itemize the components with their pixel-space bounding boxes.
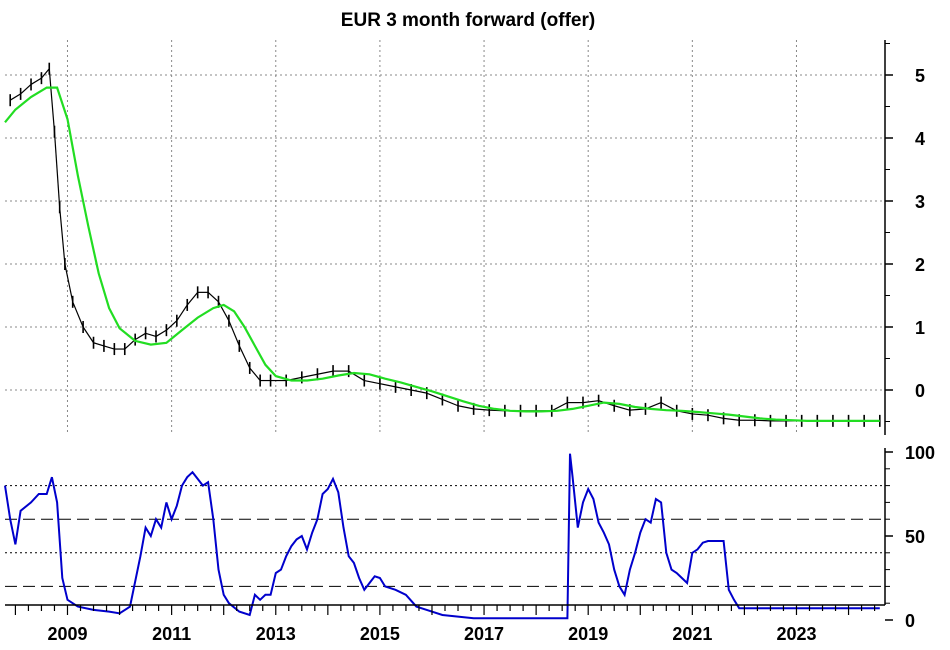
price-bar-link [48, 68, 56, 132]
price-bar-link [457, 405, 474, 410]
x-tick-label: 2023 [776, 624, 816, 644]
y-tick-label: 0 [905, 611, 915, 631]
price-bar-link [238, 345, 251, 369]
x-tick-label: 2015 [360, 624, 400, 644]
x-tick-label: 2011 [152, 624, 191, 644]
price-bar-link [155, 329, 167, 337]
price-bar-link [692, 413, 709, 416]
moving-average-line [4, 86, 880, 422]
price-bar-link [754, 419, 771, 422]
x-tick-label: 2009 [47, 624, 87, 644]
y-tick-label: 5 [915, 66, 925, 86]
price-bar-link [473, 408, 490, 411]
price-bar-link [395, 386, 412, 391]
price-bar-link [124, 339, 136, 350]
price-bar-link [249, 367, 261, 381]
x-tick-label: 2017 [464, 624, 504, 644]
price-bar-link [411, 389, 427, 394]
y-tick-label: 3 [915, 192, 925, 212]
y-tick-label: 4 [915, 129, 925, 149]
price-bar-link [317, 370, 334, 375]
price-bar-link [442, 398, 459, 407]
price-bar-link [629, 408, 646, 411]
y-tick-label: 1 [915, 318, 925, 338]
price-bar-link [707, 414, 724, 419]
price-bar-link [176, 304, 188, 322]
price-bar-link [20, 84, 32, 95]
price-bar-link [9, 93, 21, 101]
x-tick-label: 2013 [256, 624, 296, 644]
oscillator-panel: 0 50 100 [4, 443, 935, 631]
chart-title: EUR 3 month forward (offer) [341, 10, 595, 31]
price-bar-link [30, 77, 42, 85]
price-bar-link [228, 320, 240, 347]
price-bar-link [103, 345, 115, 350]
price-bar-link [53, 131, 61, 208]
x-tick-label: 2021 [672, 624, 712, 644]
x-axis: 2009 2011 2013 2015 2017 2019 2021 2023 [5, 604, 885, 644]
price-bar-link [614, 405, 631, 411]
y-tick-label: 50 [905, 527, 925, 547]
y-tick-label: 2 [915, 255, 925, 275]
price-panel: 0 1 2 3 4 5 [4, 40, 925, 435]
price-bar-link [551, 402, 568, 412]
price-bar-link [364, 379, 381, 385]
price-bar-link [186, 291, 199, 306]
price-bar-link [723, 417, 740, 421]
price-bar-link [426, 392, 443, 401]
price-bar-link [64, 263, 74, 302]
y-tick-label: 0 [915, 381, 925, 401]
price-bar-link [82, 326, 95, 344]
price-bar-link [301, 373, 318, 378]
price-bar-link [40, 68, 50, 79]
price-bar-link [93, 342, 105, 347]
price-bar-link [166, 320, 178, 331]
price-bar-link [582, 400, 599, 404]
price-bar-link [72, 301, 84, 328]
price-bar-link [379, 383, 396, 388]
price-bar-link [59, 207, 66, 265]
y-tick-label: 100 [905, 443, 935, 463]
x-tick-label: 2019 [568, 624, 608, 644]
oscillator-line [4, 453, 880, 620]
price-bar-link [207, 291, 219, 303]
price-bar-link [134, 332, 146, 341]
price-bar-link [145, 332, 157, 338]
